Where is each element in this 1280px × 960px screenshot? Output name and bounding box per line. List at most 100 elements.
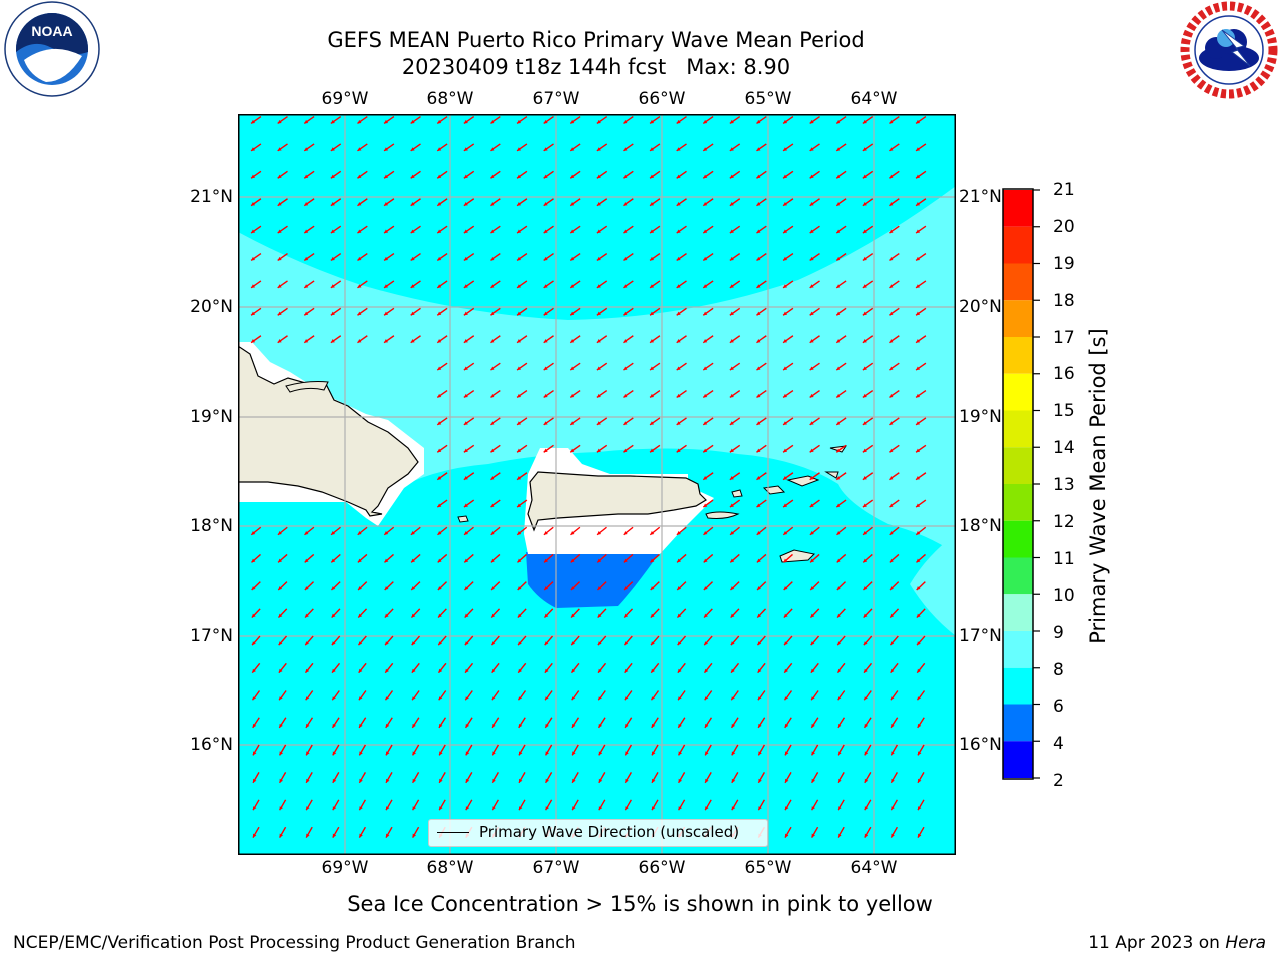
wave-arrow — [597, 690, 606, 701]
wave-arrow — [250, 115, 262, 125]
wave-arrow — [784, 826, 792, 838]
colorbar-tick-label: 21 — [1053, 180, 1075, 200]
wave-arrow — [784, 744, 792, 756]
wave-arrow — [836, 526, 847, 536]
wave-arrow — [411, 826, 420, 838]
wave-arrow — [623, 608, 634, 619]
wave-arrow — [569, 280, 581, 289]
wave-arrow — [410, 252, 421, 262]
wave-arrow — [332, 799, 340, 811]
wave-arrow — [837, 744, 845, 756]
wave-arrow — [862, 499, 874, 508]
wave-arrow — [543, 553, 554, 563]
wave-arrow — [463, 472, 475, 481]
wave-arrow — [782, 444, 794, 453]
wave-arrow — [304, 662, 314, 674]
wave-arrow — [330, 252, 342, 262]
wave-arrow — [277, 252, 288, 262]
colorbar-label: Primary Wave Mean Period [s] — [1086, 328, 1110, 644]
wave-arrow — [729, 115, 741, 125]
wave-arrow — [623, 526, 634, 536]
wave-arrow — [516, 252, 528, 262]
wave-arrow — [889, 635, 899, 646]
colorbar-band — [1003, 704, 1033, 742]
wave-arrow — [385, 772, 393, 784]
footer-date: 11 Apr 2023 on Hera — [1088, 933, 1266, 953]
wave-arrow — [331, 662, 341, 674]
wave-arrow — [624, 662, 633, 674]
wave-arrow — [862, 143, 874, 152]
wave-arrow — [596, 307, 608, 316]
wave-arrow — [889, 362, 900, 371]
wave-arrow — [782, 307, 794, 316]
colorbar-tick-label: 10 — [1053, 586, 1075, 606]
wave-arrow — [330, 581, 341, 591]
wave-arrow — [836, 553, 847, 563]
wave-arrow — [332, 826, 340, 838]
colorbar-band — [1003, 520, 1033, 558]
wave-arrow — [357, 608, 368, 619]
wave-arrow — [464, 662, 474, 674]
wave-arrow — [783, 608, 793, 619]
wave-arrow — [491, 690, 500, 701]
wave-arrow — [358, 826, 367, 838]
wave-arrow — [836, 635, 846, 646]
wave-arrow — [437, 526, 448, 536]
wave-arrow — [490, 608, 501, 619]
wave-arrow — [756, 389, 767, 399]
wave-arrow — [491, 772, 500, 784]
wave-arrow — [518, 744, 526, 756]
wave-arrow — [677, 662, 686, 674]
wave-arrow — [516, 198, 528, 207]
wave-arrow — [303, 170, 315, 179]
wave-arrow — [757, 772, 766, 784]
wave-arrow — [757, 744, 766, 756]
wave-arrow — [809, 417, 820, 426]
wave-arrow — [330, 115, 342, 125]
wave-arrow — [571, 799, 579, 811]
wave-arrow — [251, 553, 261, 563]
wave-arrow — [756, 472, 767, 481]
wave-arrow — [517, 581, 527, 591]
wave-arrow — [518, 799, 526, 811]
wave-arrow — [702, 115, 714, 125]
wave-arrow — [410, 170, 421, 179]
colorbar-tick-label: 2 — [1053, 771, 1064, 791]
wave-arrow — [782, 198, 794, 207]
wave-arrow — [516, 280, 528, 289]
wave-arrow — [305, 826, 313, 838]
wave-arrow — [570, 635, 580, 646]
wave-arrow — [357, 225, 368, 234]
wave-arrow — [463, 499, 475, 508]
lat-label-right: 20°N — [959, 297, 1002, 317]
wave-arrow — [251, 581, 261, 591]
wave-arrow — [863, 690, 872, 701]
wave-arrow — [835, 225, 847, 234]
wave-arrow — [436, 225, 448, 234]
wave-arrow — [889, 307, 900, 316]
wave-arrow — [649, 170, 661, 179]
wave-arrow — [463, 581, 474, 591]
wave-arrow — [358, 662, 367, 674]
wave-arrow — [543, 608, 554, 619]
wave-arrow — [571, 772, 579, 784]
wave-arrow — [676, 198, 687, 207]
wave-arrow — [623, 115, 634, 125]
wave-arrow — [917, 772, 925, 784]
lon-label-bottom: 65°W — [744, 858, 792, 878]
ocean-8-9s-east — [910, 534, 955, 636]
wave-arrow — [330, 143, 342, 152]
wave-arrow — [729, 499, 741, 508]
wave-arrow — [915, 362, 927, 371]
wave-arrow — [676, 444, 687, 453]
wave-arrow — [516, 170, 528, 179]
wave-arrow — [756, 608, 767, 619]
wave-arrow — [516, 499, 528, 508]
wave-arrow — [250, 143, 262, 152]
wave-arrow — [649, 389, 661, 399]
wave-arrow — [596, 198, 608, 207]
wave-arrow — [702, 280, 714, 289]
wave-arrow — [890, 772, 899, 784]
wave-arrow — [490, 526, 501, 536]
wave-arrow — [730, 608, 740, 619]
